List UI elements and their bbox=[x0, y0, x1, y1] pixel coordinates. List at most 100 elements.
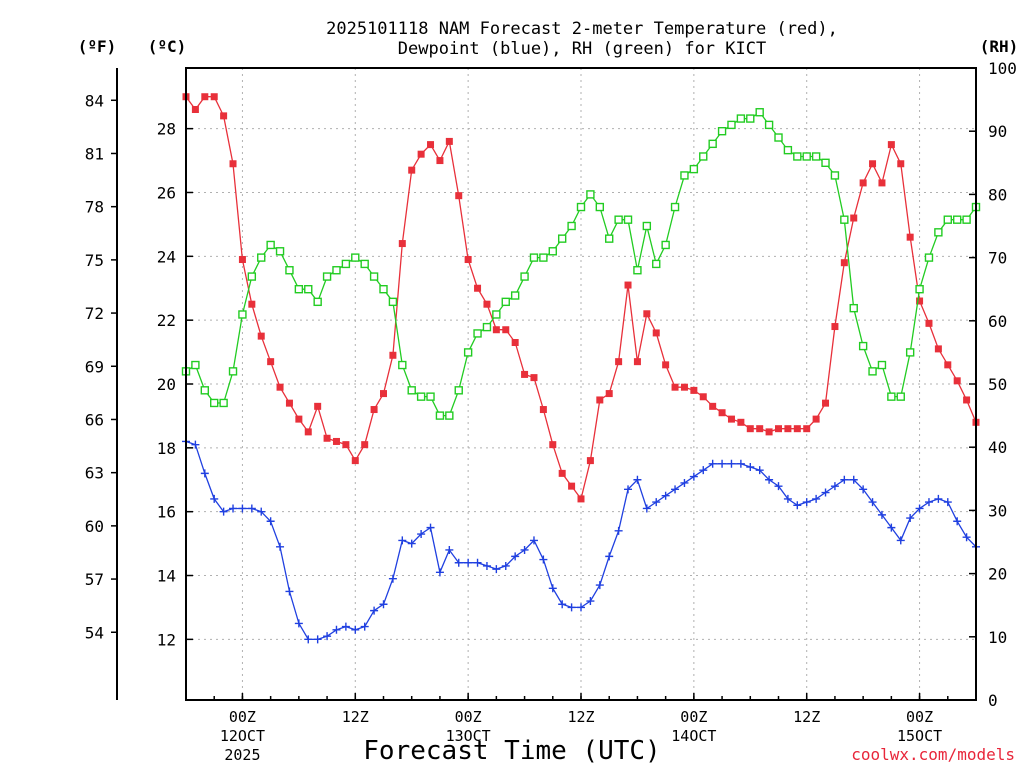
temperature-point bbox=[295, 415, 303, 423]
celsius-tick-label: 24 bbox=[157, 247, 176, 266]
fahrenheit-tick-label: 63 bbox=[85, 464, 104, 483]
rh-point bbox=[680, 171, 689, 180]
temperature-point bbox=[831, 323, 839, 331]
dewpoint-point bbox=[529, 536, 538, 545]
dewpoint-point bbox=[520, 545, 529, 554]
rh-point bbox=[257, 253, 266, 262]
temperature-point bbox=[897, 160, 905, 168]
dewpoint-point bbox=[614, 526, 623, 535]
temperature-point bbox=[389, 351, 397, 359]
temperature-point bbox=[257, 332, 265, 340]
rh-point bbox=[905, 348, 915, 357]
temperature-point bbox=[643, 310, 651, 318]
fahrenheit-tick-label: 72 bbox=[85, 304, 104, 323]
temperature-point bbox=[314, 402, 322, 410]
rh-point bbox=[699, 152, 708, 161]
temperature-point bbox=[812, 415, 820, 423]
dewpoint-point bbox=[285, 587, 294, 596]
rh-point bbox=[275, 247, 285, 256]
dewpoint-point bbox=[370, 606, 379, 615]
rh-point bbox=[247, 272, 257, 281]
rh-tick-label: 100 bbox=[988, 59, 1017, 78]
temperature-point bbox=[492, 326, 500, 334]
temperature-point bbox=[248, 300, 256, 308]
rh-point bbox=[614, 215, 623, 224]
dewpoint-point bbox=[718, 459, 727, 468]
temperature-point bbox=[596, 396, 604, 404]
dewpoint-point bbox=[219, 507, 228, 516]
temperature-point bbox=[530, 374, 538, 382]
rh-point bbox=[426, 392, 435, 401]
rh-point bbox=[689, 164, 699, 174]
temperature-point bbox=[539, 406, 547, 414]
rh-point bbox=[887, 392, 896, 401]
rh-point bbox=[454, 386, 463, 395]
celsius-unit-label: (ºC) bbox=[148, 37, 187, 56]
temperature-point bbox=[605, 390, 613, 398]
rh-point bbox=[228, 367, 238, 376]
dewpoint-point bbox=[567, 603, 576, 612]
rh-tick-label: 20 bbox=[988, 565, 1007, 584]
rh-point bbox=[567, 221, 576, 231]
rh-point bbox=[934, 228, 943, 237]
rh-point bbox=[379, 285, 388, 294]
temperature-point bbox=[502, 326, 510, 334]
dewpoint-point bbox=[454, 558, 463, 567]
rh-point bbox=[783, 145, 793, 155]
dewpoint-point bbox=[398, 536, 407, 545]
rh-tick-label: 0 bbox=[988, 691, 998, 710]
dewpoint-point bbox=[934, 494, 943, 503]
temperature-point bbox=[398, 240, 406, 248]
rh-point bbox=[266, 240, 275, 250]
temperature-point bbox=[521, 370, 529, 378]
rh-point bbox=[510, 291, 520, 300]
dewpoint-point bbox=[238, 504, 247, 513]
fahrenheit-tick-label: 60 bbox=[85, 517, 104, 536]
rh-point bbox=[868, 367, 877, 376]
dewpoint-point bbox=[943, 498, 952, 507]
rh-tick-label: 40 bbox=[988, 438, 1007, 457]
rh-point bbox=[388, 297, 398, 307]
dewpoint-point bbox=[595, 581, 604, 590]
dewpoint-point bbox=[229, 504, 238, 513]
temperature-point bbox=[276, 383, 284, 391]
rh-point bbox=[445, 411, 454, 420]
dewpoint-point bbox=[351, 625, 360, 634]
celsius-tick-label: 16 bbox=[157, 503, 176, 522]
rh-point bbox=[877, 360, 887, 370]
dewpoint-point bbox=[877, 510, 886, 519]
dewpoint-point bbox=[642, 504, 651, 513]
rh-point bbox=[802, 152, 811, 161]
rh-point bbox=[633, 266, 642, 275]
date-tick-label: 12OCT bbox=[220, 727, 265, 745]
series-line-2 bbox=[185, 111, 977, 417]
rh-axis-ticks: 0 10 20 30 40 50 60 70 80 90 100 bbox=[969, 59, 1017, 710]
dewpoint-point bbox=[464, 558, 473, 567]
celsius-tick-label: 26 bbox=[157, 183, 176, 202]
rh-point bbox=[915, 285, 924, 294]
dewpoint-point bbox=[473, 558, 482, 567]
temperature-point bbox=[483, 300, 491, 308]
temperature-point bbox=[615, 358, 623, 366]
rh-point bbox=[539, 253, 548, 262]
temperature-point bbox=[633, 358, 641, 366]
temperature-point bbox=[869, 160, 877, 168]
dewpoint-point bbox=[727, 459, 736, 468]
dewpoint-point bbox=[633, 475, 642, 484]
rh-point bbox=[811, 152, 821, 161]
dewpoint-point bbox=[360, 622, 369, 631]
temperature-point bbox=[784, 425, 792, 433]
rh-point bbox=[840, 215, 849, 224]
temperature-point bbox=[464, 256, 472, 264]
temperature-point bbox=[577, 495, 585, 503]
rh-point bbox=[482, 322, 492, 332]
dewpoint-point bbox=[708, 459, 717, 468]
temperature-point bbox=[586, 457, 594, 465]
time-tick-label: 12Z bbox=[567, 708, 594, 726]
dewpoint-point bbox=[294, 619, 303, 628]
celsius-tick-label: 28 bbox=[157, 120, 176, 139]
dewpoint-point bbox=[266, 517, 275, 526]
temperature-point bbox=[370, 406, 378, 414]
